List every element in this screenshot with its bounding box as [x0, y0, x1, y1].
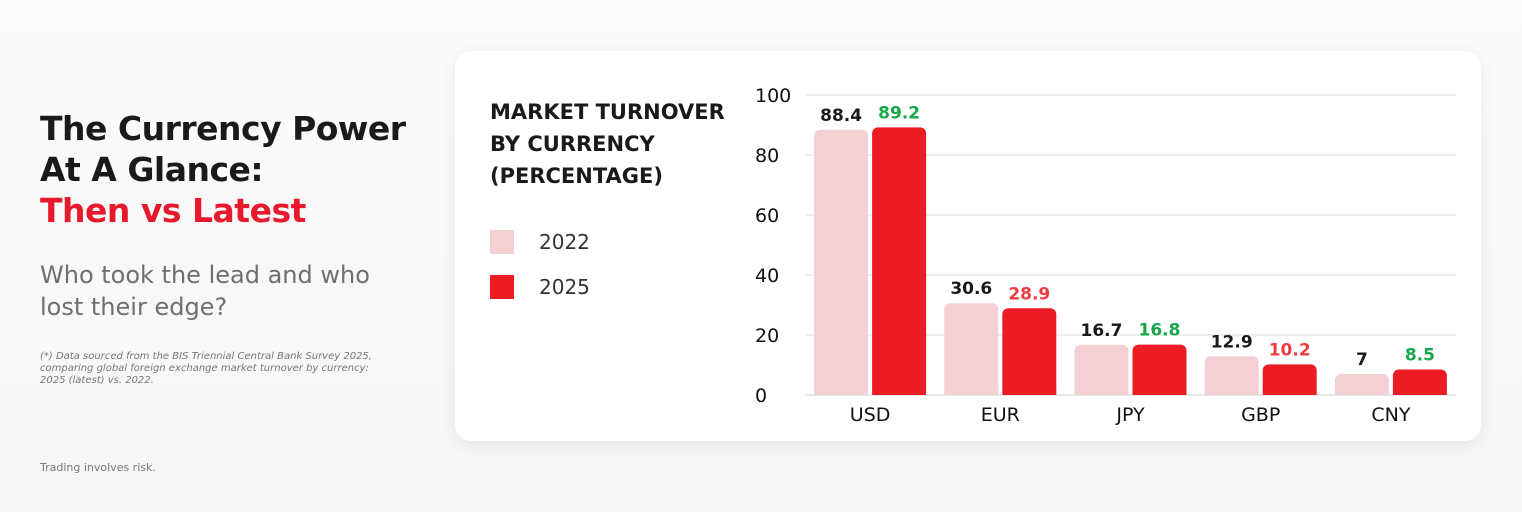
- data-label-2022-gbp: 12.9: [1211, 332, 1253, 352]
- y-tick-label: 40: [755, 265, 779, 287]
- data-label-2022-jpy: 16.7: [1081, 321, 1123, 341]
- bar-base-2025-jpy: [1132, 389, 1187, 395]
- page-title: The Currency Power At A Glance: Then vs …: [40, 108, 420, 231]
- bar-2025-jpy: [1132, 344, 1187, 395]
- x-tick-label-cny: CNY: [1371, 404, 1410, 426]
- bar-2022-gbp: [1204, 356, 1259, 395]
- chart-card: MARKET TURNOVER BY CURRENCY (PERCENTAGE)…: [455, 51, 1481, 441]
- x-tick-label-eur: EUR: [981, 404, 1020, 426]
- chart-legend: 2022 2025: [490, 230, 590, 320]
- legend-item-2022: 2022: [490, 230, 590, 254]
- bar-base-2022-eur: [944, 389, 999, 395]
- legend-label-2022: 2022: [539, 230, 590, 254]
- data-label-2025-eur: 28.9: [1008, 284, 1050, 304]
- legend-item-2025: 2025: [490, 275, 590, 299]
- data-label-2022-cny: 7: [1356, 350, 1368, 370]
- bar-base-2025-eur: [1002, 389, 1057, 395]
- chart-title: MARKET TURNOVER BY CURRENCY (PERCENTAGE): [490, 100, 725, 188]
- bar-base-2022-jpy: [1074, 389, 1129, 395]
- legend-swatch-2025: [490, 275, 514, 299]
- bar-base-2022-gbp: [1204, 389, 1259, 395]
- bar-2022-usd: [814, 129, 869, 396]
- bar-2022-eur: [944, 303, 999, 395]
- bar-base-2025-gbp: [1262, 389, 1317, 395]
- data-label-2025-jpy: 16.8: [1139, 321, 1181, 341]
- x-tick-label-usd: USD: [850, 404, 891, 426]
- y-tick-label: 0: [755, 385, 767, 407]
- bar-base-2022-cny: [1334, 389, 1389, 395]
- bar-chart: 0 20 40 60 80 100 88.4 89.2 USD 30.6 28.9 EUR 16.7 16…: [755, 85, 1456, 426]
- data-label-2022-usd: 88.4: [820, 106, 862, 126]
- y-tick-label: 80: [755, 145, 779, 167]
- x-tick-label-gbp: GBP: [1241, 404, 1280, 426]
- bar-base-2025-usd: [872, 389, 927, 395]
- title-accent: Then vs Latest: [40, 191, 306, 230]
- bar-2025-eur: [1002, 308, 1057, 395]
- data-label-2025-gbp: 10.2: [1269, 340, 1311, 360]
- data-label-2025-cny: 8.5: [1405, 346, 1435, 366]
- data-label-2022-eur: 30.6: [950, 279, 992, 299]
- data-label-2025-usd: 89.2: [878, 103, 920, 123]
- y-tick-label: 100: [755, 85, 791, 107]
- y-tick-label: 60: [755, 205, 779, 227]
- intro-panel: The Currency Power At A Glance: Then vs …: [40, 108, 420, 387]
- x-tick-label-jpy: JPY: [1115, 404, 1145, 426]
- bar-2022-jpy: [1074, 344, 1129, 395]
- bar-2025-usd: [872, 127, 927, 396]
- title-line-1: The Currency Power: [40, 109, 406, 148]
- legend-label-2025: 2025: [539, 275, 590, 299]
- subtitle: Who took the lead and who lost their edg…: [40, 261, 370, 321]
- bar-2025-gbp: [1262, 364, 1317, 395]
- risk-disclaimer: Trading involves risk.: [40, 461, 156, 474]
- source-note: (*) Data sourced from the BIS Triennial …: [40, 351, 372, 386]
- title-line-2: At A Glance:: [40, 150, 264, 189]
- bar-base-2022-usd: [814, 389, 869, 395]
- legend-swatch-2022: [490, 230, 514, 254]
- bar-2025-cny: [1392, 369, 1447, 395]
- y-tick-label: 20: [755, 325, 779, 347]
- bar-base-2025-cny: [1392, 389, 1447, 395]
